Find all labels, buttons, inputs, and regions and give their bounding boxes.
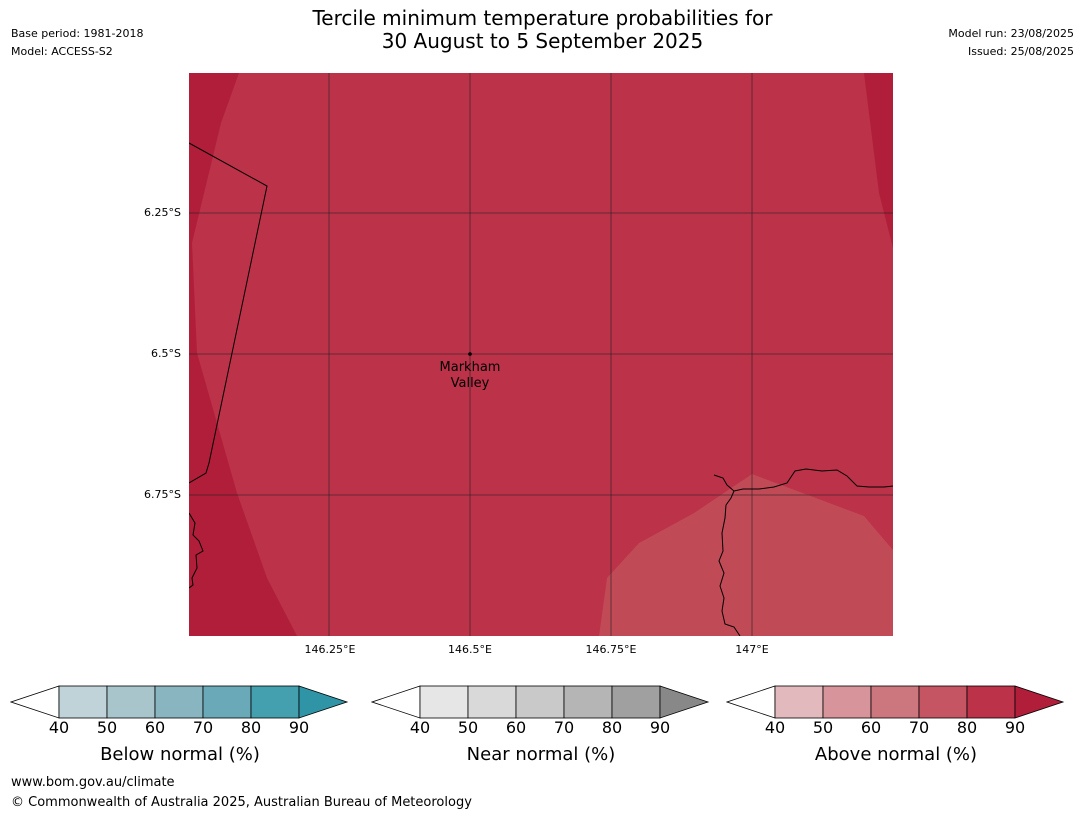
colorbar-segment [611, 685, 661, 719]
colorbar-arrow-high [298, 685, 349, 719]
colorbar-above-title: Above normal (%) [814, 744, 978, 765]
colorbar-near-normal [371, 685, 710, 719]
probability-map [189, 73, 893, 636]
tick-label: 60 [860, 718, 882, 737]
tick-label: 60 [505, 718, 527, 737]
colorbar-segment [774, 685, 824, 719]
colorbar-below-ticks: 40 50 60 70 80 90 [10, 718, 350, 738]
map-fill-90-east [864, 73, 893, 248]
colorbar-segment [918, 685, 968, 719]
coastline-east [733, 468, 893, 492]
lon-label-1: 146.25°E [304, 643, 356, 656]
colorbar-below-title: Below normal (%) [100, 744, 260, 765]
colorbar-arrow-low [371, 685, 421, 719]
title-line-2: 30 August to 5 September 2025 [381, 29, 704, 53]
colorbar-segment [966, 685, 1016, 719]
map-title: Tercile minimum temperature probabilitie… [0, 7, 1085, 53]
colorbar-arrow-high [659, 685, 710, 719]
boundaries [189, 142, 893, 636]
place-label-line-2: Valley [450, 376, 490, 391]
lon-label-3: 146.75°E [585, 643, 637, 656]
tick-label: 70 [553, 718, 575, 737]
colorbar-segment [202, 685, 252, 719]
colorbar-segment [563, 685, 613, 719]
lat-label-3: 6.75°S [144, 488, 181, 501]
tick-label: 90 [1004, 718, 1026, 737]
colorbar-below-normal [10, 685, 349, 719]
lon-label-2: 146.5°E [448, 643, 492, 656]
colorbar-segment [58, 685, 108, 719]
model-run: Model run: 23/08/2025 [948, 27, 1074, 40]
tick-label: 40 [48, 718, 70, 737]
tick-label: 60 [144, 718, 166, 737]
colorbar-arrow-low [726, 685, 776, 719]
tick-label: 70 [908, 718, 930, 737]
tick-label: 50 [457, 718, 479, 737]
colorbar-near-ticks: 40 50 60 70 80 90 [371, 718, 711, 738]
colorbar-segment [515, 685, 565, 719]
river-southeast [713, 474, 741, 636]
metadata-left: Base period: 1981-2018 Model: ACCESS-S2 [11, 25, 143, 61]
model-name: Model: ACCESS-S2 [11, 45, 113, 58]
colorbar-segment [250, 685, 300, 719]
colorbar-segment [467, 685, 517, 719]
colorbar-near-title: Near normal (%) [466, 744, 616, 765]
tick-label: 50 [96, 718, 118, 737]
place-label: Markham Valley [420, 360, 520, 392]
metadata-right: Model run: 23/08/2025 Issued: 25/08/2025 [948, 25, 1074, 61]
colorbar-above-ticks: 40 50 60 70 80 90 [726, 718, 1066, 738]
footer-url: www.bom.gov.au/climate [11, 775, 175, 790]
place-label-line-1: Markham [439, 360, 501, 375]
tick-label: 80 [240, 718, 262, 737]
tick-label: 80 [601, 718, 623, 737]
colorbar-segment [870, 685, 920, 719]
tick-label: 90 [288, 718, 310, 737]
base-period: Base period: 1981-2018 [11, 27, 144, 40]
tick-label: 90 [649, 718, 671, 737]
lat-label-1: 6.25°S [144, 206, 181, 219]
colorbar-above-normal [726, 685, 1065, 719]
issued-date: Issued: 25/08/2025 [967, 45, 1074, 58]
place-marker [468, 352, 472, 356]
colorbar-segment [822, 685, 872, 719]
tick-label: 50 [812, 718, 834, 737]
tick-label: 70 [192, 718, 214, 737]
tick-label: 40 [409, 718, 431, 737]
province-boundary [189, 142, 268, 484]
lon-label-4: 147°E [735, 643, 769, 656]
colorbar-arrow-low [10, 685, 60, 719]
lat-label-2: 6.5°S [151, 347, 181, 360]
map-fill-70-southeast [599, 474, 893, 636]
colorbar-arrow-high [1014, 685, 1065, 719]
tick-label: 80 [956, 718, 978, 737]
colorbar-segment [419, 685, 469, 719]
title-line-1: Tercile minimum temperature probabilitie… [312, 6, 773, 30]
colorbar-segment [106, 685, 156, 719]
tick-label: 40 [764, 718, 786, 737]
colorbar-segment [154, 685, 204, 719]
footer-copyright: © Commonwealth of Australia 2025, Austra… [11, 795, 472, 810]
coastline-west [189, 512, 204, 589]
